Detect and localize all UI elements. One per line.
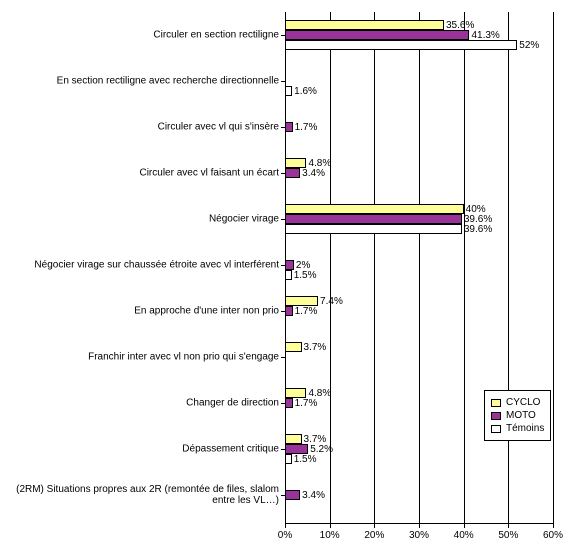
bar-Temoins: 1.6% bbox=[285, 86, 292, 96]
bar-value-label: 52% bbox=[516, 41, 539, 51]
bar-chart: 0% 10% 20% 30% 40% 50% 60% Circuler en section … bbox=[0, 0, 576, 556]
bar-value-label: 1.5% bbox=[291, 455, 317, 465]
bar-group: 1.6% bbox=[285, 58, 553, 104]
bar-MOTO: 1.7% bbox=[285, 306, 293, 316]
bar-group: 40%39.6%39.6% bbox=[285, 196, 553, 242]
bar-group: 2%1.5% bbox=[285, 242, 553, 288]
bar-group: 3.4% bbox=[285, 472, 553, 518]
x-axis-label: 30% bbox=[409, 524, 429, 541]
bar-MOTO: 3.4% bbox=[285, 168, 300, 178]
bar-Temoins: 39.6% bbox=[285, 224, 462, 234]
x-axis-label: 60% bbox=[543, 524, 563, 541]
bar-value-label: 3.4% bbox=[299, 491, 325, 501]
category-label: En approche d'une inter non prio bbox=[0, 306, 285, 317]
bar-value-label: 3.7% bbox=[301, 343, 327, 353]
bar-MOTO: 1.7% bbox=[285, 122, 293, 132]
bar-MOTO: 1.7% bbox=[285, 398, 293, 408]
category-label: Négocier virage sur chaussée étroite ave… bbox=[0, 260, 285, 271]
legend-row: Témoins bbox=[491, 423, 544, 434]
bar-CYCLO: 3.7% bbox=[285, 342, 302, 352]
bar-CYCLO: 4.8% bbox=[285, 158, 306, 168]
bar-value-label: 7.4% bbox=[317, 297, 343, 307]
bar-CYCLO: 3.7% bbox=[285, 434, 302, 444]
legend-swatch bbox=[491, 399, 501, 407]
bar-MOTO: 39.6% bbox=[285, 214, 462, 224]
category-label: Circuler avec vl faisant un écart bbox=[0, 168, 285, 179]
bar-group: 1.7% bbox=[285, 104, 553, 150]
category-label: Franchir inter avec vl non prio qui s'en… bbox=[0, 352, 285, 363]
bar-value-label: 1.7% bbox=[292, 307, 318, 317]
bar-value-label: 3.4% bbox=[299, 169, 325, 179]
bar-CYCLO: 40% bbox=[285, 204, 464, 214]
legend-swatch bbox=[491, 425, 501, 433]
bar-group: 7.4%1.7% bbox=[285, 288, 553, 334]
bar-Temoins: 52% bbox=[285, 40, 517, 50]
bar-MOTO: 41.3% bbox=[285, 30, 469, 40]
legend-row: CYCLO bbox=[491, 397, 544, 408]
bar-value-label: 1.6% bbox=[291, 87, 317, 97]
bar-group: 35.6%41.3%52% bbox=[285, 12, 553, 58]
legend-row: MOTO bbox=[491, 410, 544, 421]
category-label: Circuler avec vl qui s'insère bbox=[0, 122, 285, 133]
bar-group: 3.7% bbox=[285, 334, 553, 380]
bar-MOTO: 2% bbox=[285, 260, 294, 270]
category-label: Négocier virage bbox=[0, 214, 285, 225]
category-label: Circuler en section rectiligne bbox=[0, 30, 285, 41]
bar-Temoins: 1.5% bbox=[285, 454, 292, 464]
x-gridline bbox=[553, 12, 554, 524]
bar-CYCLO: 35.6% bbox=[285, 20, 444, 30]
category-label: Changer de direction bbox=[0, 398, 285, 409]
category-label: (2RM) Situations propres aux 2R (remonté… bbox=[0, 484, 285, 506]
bar-value-label: 1.7% bbox=[292, 399, 318, 409]
legend-swatch bbox=[491, 412, 501, 420]
x-axis-label: 50% bbox=[498, 524, 518, 541]
bar-MOTO: 5.2% bbox=[285, 444, 308, 454]
bar-Temoins: 1.5% bbox=[285, 270, 292, 280]
category-label: Dépassement critique bbox=[0, 444, 285, 455]
legend-label: MOTO bbox=[506, 410, 536, 421]
category-label: En section rectiligne avec recherche dir… bbox=[0, 76, 285, 87]
bar-CYCLO: 4.8% bbox=[285, 388, 306, 398]
x-axis-label: 10% bbox=[320, 524, 340, 541]
bar-value-label: 1.5% bbox=[291, 271, 317, 281]
x-axis-label: 20% bbox=[364, 524, 384, 541]
bar-value-label: 39.6% bbox=[461, 225, 492, 235]
legend-label: CYCLO bbox=[506, 397, 540, 408]
bar-group: 4.8%3.4% bbox=[285, 150, 553, 196]
legend: CYCLO MOTO Témoins bbox=[484, 390, 551, 441]
plot-area: 0%10%20%30%40%50%60%Circuler en section … bbox=[285, 12, 553, 524]
legend-label: Témoins bbox=[506, 423, 544, 434]
bar-CYCLO: 7.4% bbox=[285, 296, 318, 306]
bar-value-label: 1.7% bbox=[292, 123, 318, 133]
x-axis-label: 0% bbox=[278, 524, 292, 541]
x-axis-label: 40% bbox=[454, 524, 474, 541]
bar-MOTO: 3.4% bbox=[285, 490, 300, 500]
